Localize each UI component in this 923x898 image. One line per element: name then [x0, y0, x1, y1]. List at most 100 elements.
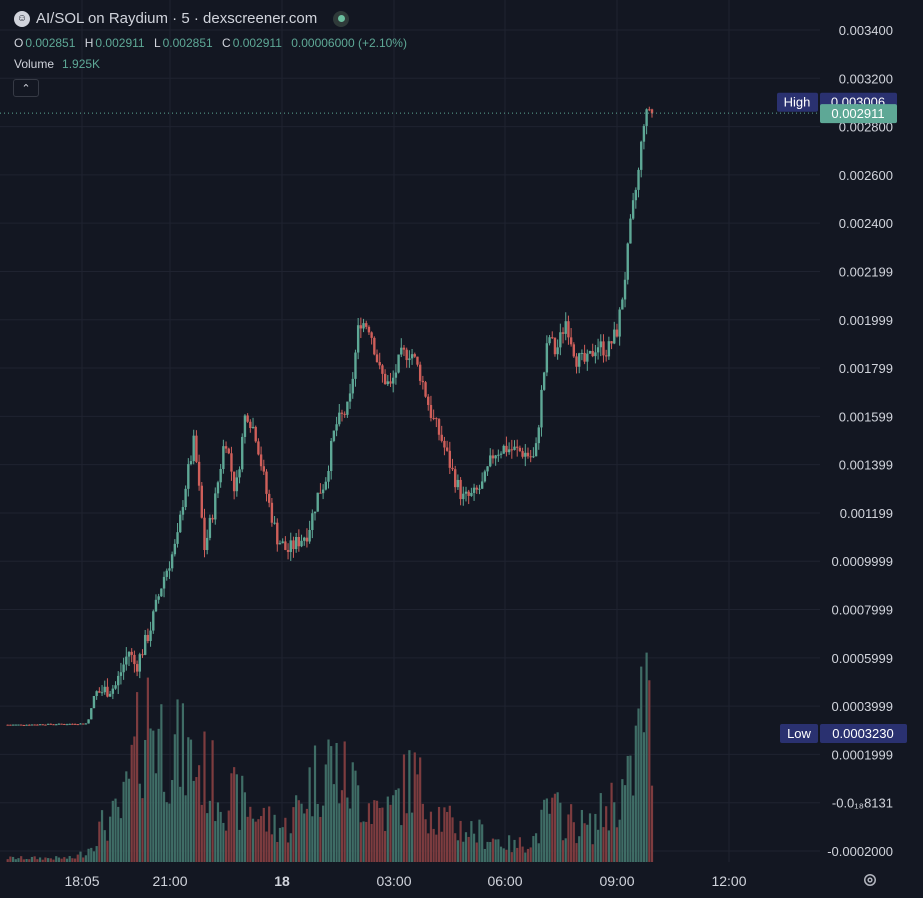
- volume-bar: [82, 857, 85, 862]
- candle-body: [497, 454, 500, 456]
- volume-bar: [241, 775, 244, 862]
- volume-bar: [413, 752, 416, 862]
- y-tick-label: 0.003200: [839, 71, 893, 86]
- candle-body: [81, 723, 85, 725]
- high-value: 0.002911: [95, 36, 145, 50]
- volume-bar: [171, 780, 174, 862]
- candle-body: [534, 443, 538, 457]
- x-tick-label: 09:00: [599, 873, 634, 889]
- volume-bar: [219, 811, 222, 862]
- candle-body: [173, 543, 177, 555]
- y-tick-label: 0.001999: [839, 313, 893, 328]
- candle-body: [68, 723, 71, 725]
- volume-bar: [570, 804, 573, 862]
- volume-bar: [25, 858, 28, 862]
- candle-body: [95, 691, 98, 697]
- volume-bar: [548, 813, 551, 862]
- volume-bar: [208, 800, 211, 862]
- volume-bar: [553, 793, 557, 862]
- candle-body: [596, 347, 600, 353]
- volume-bar: [133, 736, 136, 862]
- candle-body: [435, 418, 438, 420]
- candle-body: [629, 218, 632, 244]
- volume-bar: [68, 856, 71, 862]
- y-tick-label: 0.001199: [840, 506, 893, 521]
- volume-bar: [559, 802, 562, 862]
- volume-bar: [11, 856, 15, 862]
- volume-bar: [216, 802, 220, 862]
- volume-bar: [499, 846, 503, 862]
- grid-lines: [0, 0, 820, 862]
- volume-bar: [615, 827, 619, 862]
- candle-body: [22, 724, 26, 726]
- volume-bar: [100, 810, 104, 862]
- volume-bar: [381, 807, 384, 862]
- volume-bar: [227, 810, 230, 862]
- volume-bar: [567, 814, 570, 862]
- volume-bar: [297, 800, 300, 862]
- open-key: O: [14, 36, 24, 50]
- volume-bar: [510, 852, 513, 862]
- ohlc-readout: O 0.002851 H 0.002911 L 0.002851 C 0.002911 …: [14, 36, 413, 50]
- candle-body: [392, 377, 395, 384]
- y-tick-label: 0.001599: [839, 409, 893, 424]
- volume-bar: [642, 732, 646, 862]
- candle-body: [267, 493, 271, 503]
- x-tick-label: 12:00: [711, 873, 746, 889]
- candle-body: [243, 415, 247, 437]
- last-price-value: 0.002911: [831, 106, 884, 121]
- volume-bar: [373, 800, 376, 862]
- volume-bar: [464, 832, 468, 862]
- volume-bar: [578, 836, 581, 862]
- candle-body: [311, 513, 314, 530]
- volume-bar: [14, 859, 17, 862]
- volume-bar: [36, 859, 39, 862]
- volume-bar: [392, 795, 395, 862]
- volume-bar: [459, 820, 462, 862]
- volume-bar: [451, 817, 454, 862]
- volume-bar: [351, 762, 354, 862]
- candle-body: [338, 412, 341, 425]
- candle-body: [386, 381, 390, 385]
- candle-body: [410, 354, 414, 359]
- candle-body: [332, 430, 336, 441]
- volume-bar: [640, 666, 643, 862]
- volume-bar: [135, 692, 139, 862]
- candle-body: [583, 352, 586, 362]
- collapse-legend-button[interactable]: ⌃: [13, 79, 39, 97]
- volume-bar: [375, 800, 379, 862]
- volume-bar: [516, 847, 519, 862]
- settings-gear-icon[interactable]: [861, 871, 879, 889]
- candle-body: [545, 343, 549, 373]
- candle-body: [561, 332, 565, 334]
- volume-bar: [513, 839, 516, 862]
- volume-bar: [400, 825, 403, 862]
- candle-body: [160, 588, 163, 597]
- volume-bar: [561, 840, 565, 862]
- candle-body: [19, 724, 23, 726]
- candle-body: [25, 724, 28, 726]
- volume-bar: [187, 737, 190, 862]
- volume-bar: [30, 856, 34, 862]
- volume-bar: [222, 822, 225, 862]
- volume-value: 1.925K: [62, 57, 101, 71]
- candle-body: [564, 321, 567, 334]
- candle-body: [184, 488, 187, 508]
- volume-bar: [79, 851, 82, 862]
- candle-body: [168, 568, 171, 571]
- candle-body: [329, 440, 333, 471]
- candle-body: [117, 675, 120, 686]
- candle-body: [281, 541, 284, 544]
- low-value: 0.002851: [162, 36, 213, 50]
- candle-body: [362, 323, 365, 329]
- volume-bar: [330, 746, 333, 862]
- candle-body: [383, 373, 387, 385]
- volume-bar: [195, 777, 198, 862]
- candle-body: [90, 708, 93, 720]
- volume-bar: [650, 785, 654, 862]
- candle-body: [456, 479, 460, 488]
- candle-body: [143, 634, 147, 655]
- candle-body: [214, 493, 217, 520]
- candle-body: [308, 529, 311, 542]
